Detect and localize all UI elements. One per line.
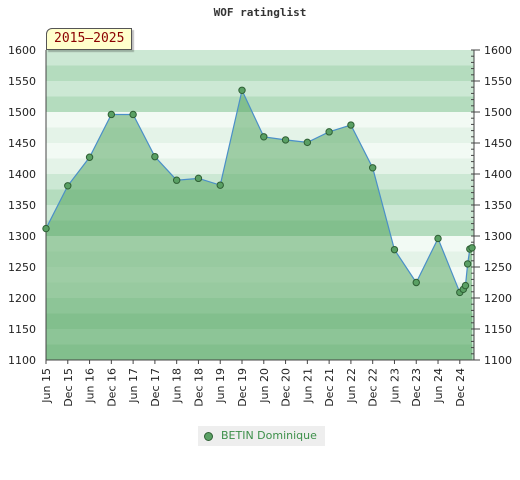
y-tick-label-right: 1150 bbox=[484, 323, 512, 336]
y-axis-left: 1100 1150 1200 1250 1300 1350 1400 1450 1500 1550… bbox=[8, 44, 36, 367]
data-point bbox=[238, 86, 246, 95]
x-tick-label: Dec 19 bbox=[236, 368, 249, 407]
x-tick-label: Dec 21 bbox=[323, 368, 336, 407]
data-point bbox=[85, 153, 94, 161]
y-tick-label-right: 1100 bbox=[484, 354, 512, 367]
data-point bbox=[64, 182, 72, 190]
data-point bbox=[347, 121, 355, 129]
circle-marker-icon bbox=[204, 431, 213, 441]
y-tick-label-right: 1500 bbox=[484, 106, 512, 119]
x-tick-label: Jun 21 bbox=[301, 368, 314, 404]
data-point bbox=[390, 245, 399, 254]
x-tick-label: Dec 23 bbox=[410, 368, 423, 407]
y-tick-label-left: 1600 bbox=[8, 44, 36, 57]
x-tick-label: Dec 15 bbox=[62, 368, 75, 407]
x-tick-label: Jun 24 bbox=[432, 368, 445, 404]
x-tick-label: Jun 18 bbox=[171, 368, 184, 404]
x-tick-label: Jun 17 bbox=[127, 368, 140, 404]
background-band bbox=[46, 112, 474, 128]
data-point bbox=[325, 128, 333, 136]
data-point bbox=[260, 133, 268, 141]
chart-title: WOF ratinglist bbox=[213, 6, 307, 19]
y-tick-label-right: 1400 bbox=[484, 168, 512, 181]
x-tick-label: Jun 19 bbox=[214, 368, 227, 404]
data-point bbox=[42, 224, 50, 233]
y-tick-label-left: 1150 bbox=[8, 323, 36, 336]
y-tick-label-left: 1100 bbox=[8, 354, 36, 367]
data-point bbox=[172, 176, 181, 184]
data-point bbox=[434, 234, 442, 243]
y-tick-label-left: 1500 bbox=[8, 106, 36, 119]
x-axis: Jun 15 Dec 15 Jun 16 Dec 16 Jun 17 Dec 17 Jun … bbox=[40, 360, 467, 407]
x-tick-label: Dec 20 bbox=[280, 368, 293, 407]
x-tick-label: Dec 24 bbox=[454, 368, 467, 407]
x-tick-label: Dec 18 bbox=[192, 368, 205, 407]
data-point bbox=[151, 152, 159, 161]
data-point bbox=[303, 138, 312, 147]
data-point bbox=[412, 278, 420, 287]
x-tick-label: Dec 17 bbox=[149, 368, 162, 407]
period-badge: 2015–2025 bbox=[46, 28, 133, 50]
y-tick-label-right: 1600 bbox=[484, 44, 512, 57]
background-band bbox=[46, 50, 474, 66]
legend[interactable]: BETIN Dominique bbox=[198, 426, 325, 446]
data-point bbox=[129, 110, 137, 119]
x-tick-label: Jun 16 bbox=[84, 368, 97, 404]
x-tick-label: Jun 23 bbox=[388, 368, 401, 404]
y-tick-label-right: 1550 bbox=[484, 75, 512, 88]
rating-markers bbox=[42, 86, 476, 297]
data-point bbox=[194, 174, 203, 183]
y-tick-label-left: 1300 bbox=[8, 230, 36, 243]
x-tick-label: Jun 22 bbox=[345, 368, 358, 404]
data-point bbox=[468, 244, 476, 252]
y-tick-label-right: 1450 bbox=[484, 137, 512, 150]
data-point bbox=[216, 181, 224, 189]
y-tick-label-right: 1350 bbox=[484, 199, 512, 212]
data-point bbox=[368, 164, 377, 172]
background-band bbox=[46, 65, 474, 81]
y-tick-label-left: 1200 bbox=[8, 292, 36, 305]
y-axis-right: 1100 1150 1200 1250 1300 1350 1400 1450 1500 1550… bbox=[474, 44, 512, 367]
y-tick-label-right: 1250 bbox=[484, 261, 512, 274]
x-tick-label: Dec 16 bbox=[105, 368, 118, 407]
x-tick-label: Jun 20 bbox=[258, 368, 271, 404]
y-tick-label-left: 1550 bbox=[8, 75, 36, 88]
y-tick-label-left: 1450 bbox=[8, 137, 36, 150]
y-tick-label-left: 1350 bbox=[8, 199, 36, 212]
x-tick-label: Dec 22 bbox=[367, 368, 380, 407]
y-tick-label-right: 1200 bbox=[484, 292, 512, 305]
x-tick-label: Jun 15 bbox=[40, 368, 53, 404]
data-point bbox=[463, 260, 472, 268]
data-point bbox=[107, 110, 116, 119]
y-tick-label-right: 1300 bbox=[484, 230, 512, 243]
y-tick-label-left: 1250 bbox=[8, 261, 36, 274]
legend-label: BETIN Dominique bbox=[221, 429, 317, 442]
y-tick-label-left: 1400 bbox=[8, 168, 36, 181]
data-point bbox=[281, 136, 290, 144]
background-band bbox=[46, 96, 474, 112]
data-point bbox=[461, 281, 470, 290]
background-band bbox=[46, 81, 474, 97]
